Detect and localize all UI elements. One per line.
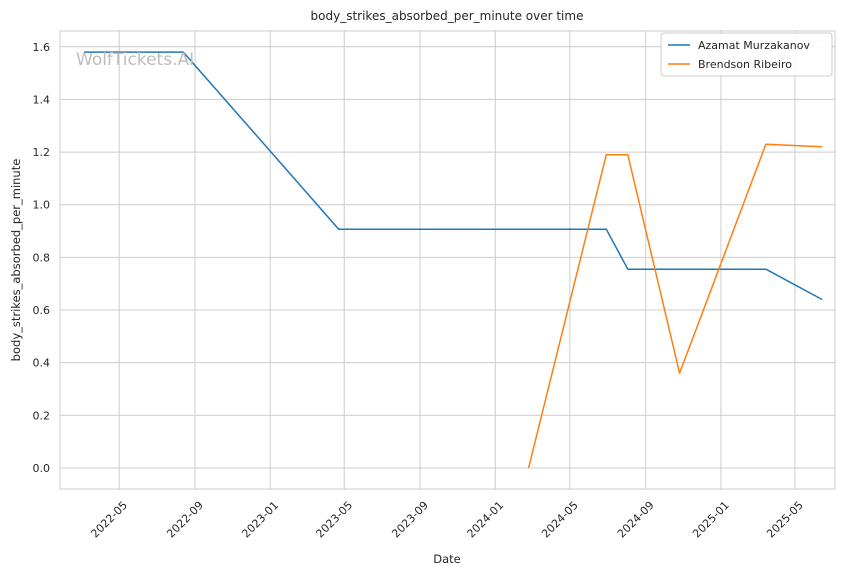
series-line-0	[84, 51, 823, 301]
series-lines	[84, 51, 823, 469]
y-tick-label: 0.6	[33, 304, 51, 317]
y-tick-label: 0.4	[33, 357, 51, 370]
y-tick-label: 1.0	[33, 199, 51, 212]
x-axis-title: Date	[433, 552, 461, 566]
legend: Azamat Murzakanov Brendson Ribeiro	[660, 32, 833, 77]
plot-area	[59, 30, 836, 490]
legend-label-brendson: Brendson Ribeiro	[698, 58, 792, 71]
y-tick-label: 0.2	[33, 409, 51, 422]
grid	[60, 31, 835, 489]
watermark-text: WolfTickets.AI	[76, 50, 194, 70]
y-tick-label: 1.2	[33, 146, 51, 159]
y-axis-ticks: 0.0 0.2 0.4 0.6 0.8 1.0 1.2 1.4 1.6	[33, 41, 51, 475]
y-tick-label: 1.4	[33, 93, 51, 106]
legend-label-azamat: Azamat Murzakanov	[698, 39, 810, 52]
y-tick-label: 0.8	[33, 251, 51, 264]
y-axis-title: body_strikes_absorbed_per_minute	[9, 159, 23, 362]
legend-frame	[660, 32, 833, 77]
chart-title: body_strikes_absorbed_per_minute over ti…	[311, 9, 584, 23]
y-tick-label: 1.6	[33, 41, 51, 54]
series-line-1	[527, 143, 823, 469]
y-tick-label: 0.0	[33, 462, 51, 475]
